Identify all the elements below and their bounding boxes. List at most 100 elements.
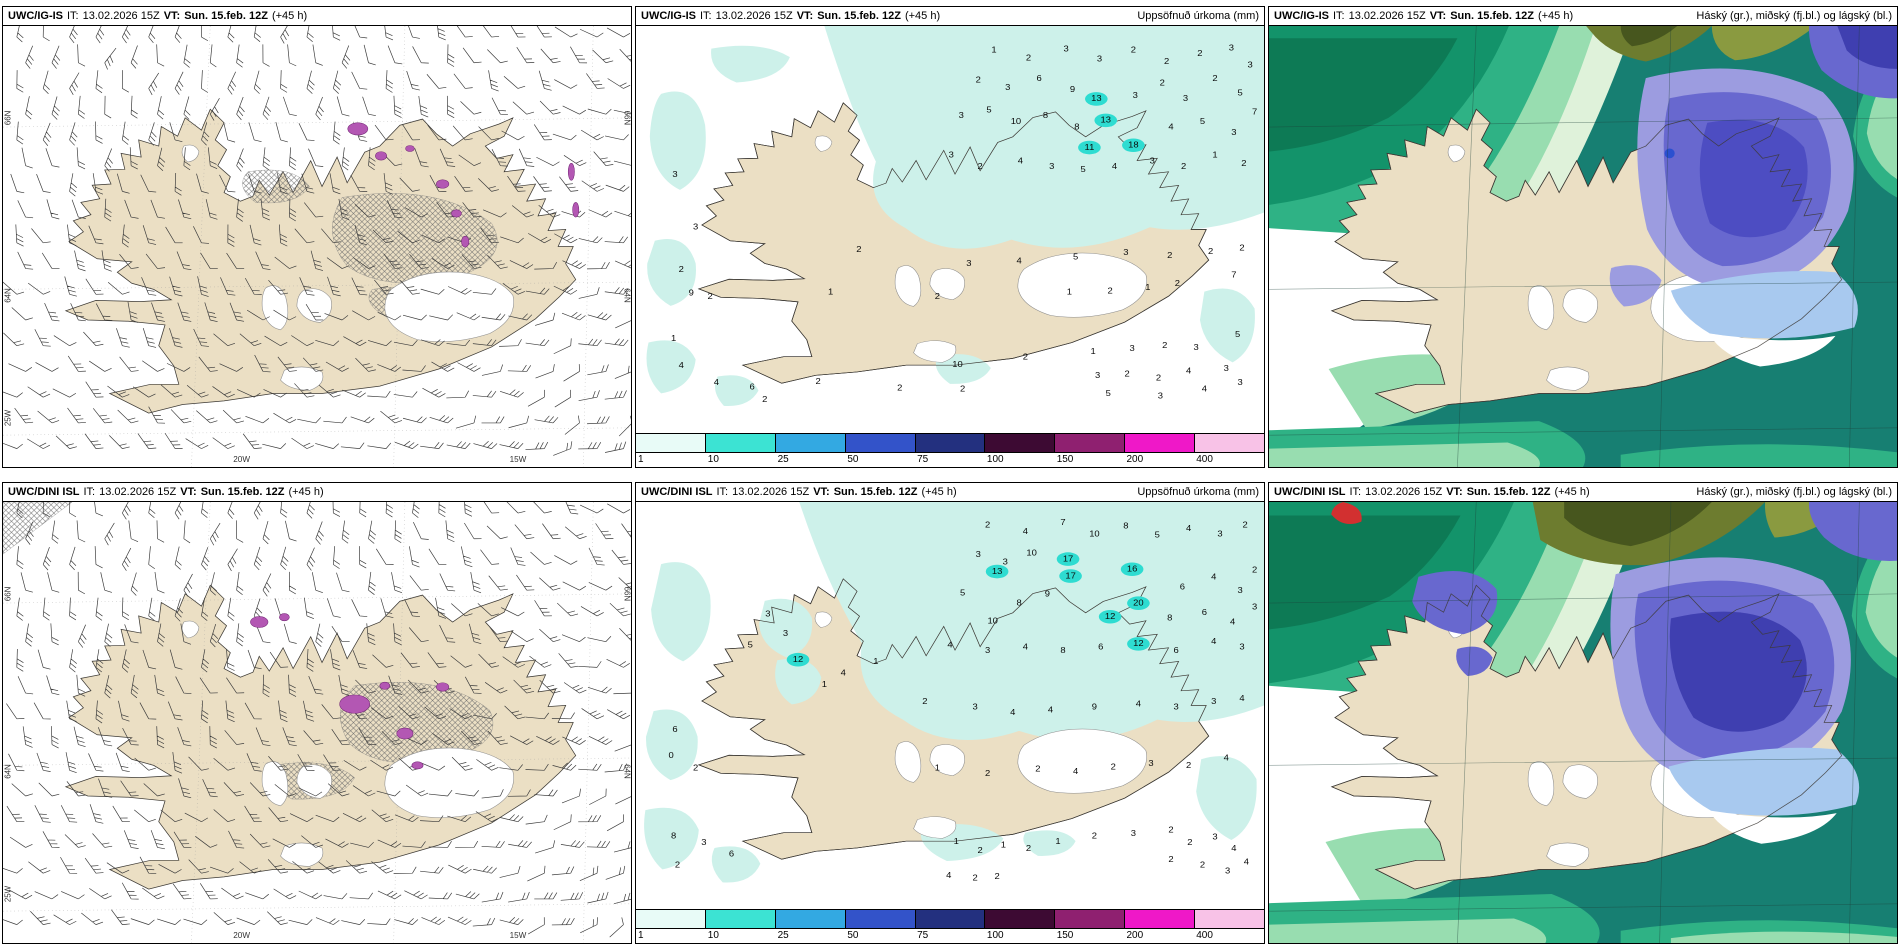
- svg-text:2: 2: [994, 871, 999, 880]
- svg-text:64N: 64N: [623, 764, 631, 779]
- svg-text:3: 3: [1097, 54, 1102, 63]
- svg-text:66N: 66N: [623, 111, 631, 126]
- svg-text:2: 2: [1212, 73, 1217, 82]
- svg-text:2: 2: [1243, 520, 1248, 529]
- svg-text:2: 2: [1156, 373, 1161, 382]
- precip-colorbar: 1 10 25 50 75 100 150 200 400: [636, 909, 1264, 943]
- lead-time: (+45 h): [921, 486, 957, 498]
- svg-text:2: 2: [973, 873, 978, 882]
- svg-text:2: 2: [1164, 56, 1169, 65]
- svg-text:1: 1: [1145, 282, 1150, 291]
- panel-header: UWC/IG-IS IT: 13.02.2026 15Z VT: Sun. 15…: [1269, 7, 1897, 26]
- svg-text:1: 1: [1091, 346, 1096, 355]
- svg-text:3: 3: [1003, 557, 1008, 566]
- svg-text:20: 20: [1133, 598, 1143, 607]
- svg-text:2: 2: [1092, 831, 1097, 840]
- svg-text:1: 1: [1001, 840, 1006, 849]
- it-label: IT:: [1333, 10, 1345, 22]
- wind-barbs-layer: [3, 502, 631, 938]
- colorbar-segment: [1055, 434, 1126, 452]
- colorbar-segment: [636, 910, 706, 928]
- heavy-precip-spots: [1078, 92, 1145, 155]
- model-name: UWC/IG-IS: [1274, 10, 1329, 22]
- svg-text:2: 2: [1186, 761, 1191, 770]
- heavy-precip-spots: [786, 552, 1150, 667]
- svg-text:6: 6: [1098, 642, 1103, 651]
- colorbar-labels: 1 10 25 50 75 100 150 200 400: [636, 453, 1264, 467]
- lead-time: (+45 h): [288, 486, 324, 498]
- svg-text:13: 13: [992, 566, 1002, 575]
- svg-text:2: 2: [978, 845, 983, 854]
- svg-text:6: 6: [1180, 582, 1185, 591]
- svg-text:8: 8: [1016, 598, 1021, 607]
- svg-text:4: 4: [679, 360, 684, 369]
- svg-text:3: 3: [1225, 866, 1230, 875]
- svg-text:3: 3: [1131, 829, 1136, 838]
- svg-text:9: 9: [1092, 702, 1097, 711]
- svg-text:6: 6: [672, 724, 677, 733]
- svg-text:2: 2: [985, 520, 990, 529]
- svg-text:2: 2: [1124, 369, 1129, 378]
- vt-label: VT:: [163, 10, 181, 22]
- it-value: 13.02.2026 15Z: [732, 486, 810, 498]
- svg-text:2: 2: [1023, 352, 1028, 361]
- svg-text:2: 2: [816, 376, 821, 385]
- svg-text:4: 4: [1224, 753, 1229, 762]
- lead-time: (+45 h): [1554, 486, 1590, 498]
- panel-header: UWC/DINI ISL IT: 13.02.2026 15Z VT: Sun.…: [1269, 483, 1897, 502]
- graticule-labels: 66N 64N 25W 66N 64N 20W 15W: [3, 586, 631, 940]
- svg-text:5: 5: [1238, 88, 1243, 97]
- it-label: IT:: [67, 10, 79, 22]
- svg-text:1: 1: [935, 763, 940, 772]
- svg-text:4: 4: [841, 668, 846, 677]
- svg-text:4: 4: [1211, 572, 1216, 581]
- svg-text:4: 4: [1010, 708, 1015, 717]
- svg-text:5: 5: [1073, 252, 1078, 261]
- colorbar-segment: [845, 910, 916, 928]
- model-name: UWC/DINI ISL: [1274, 486, 1346, 498]
- layer-title: Uppsöfnuð úrkoma (mm): [1137, 486, 1259, 498]
- svg-text:2: 2: [976, 75, 981, 84]
- svg-text:1: 1: [1212, 150, 1217, 159]
- svg-text:4: 4: [1244, 857, 1249, 866]
- svg-text:3: 3: [959, 111, 964, 120]
- svg-text:9: 9: [689, 288, 694, 297]
- colorbar-tick-label: 10: [707, 930, 719, 941]
- it-value: 13.02.2026 15Z: [99, 486, 177, 498]
- svg-text:1: 1: [1067, 287, 1072, 296]
- svg-text:8: 8: [1074, 122, 1079, 131]
- svg-text:6: 6: [729, 849, 734, 858]
- vt-label: VT:: [1446, 486, 1463, 498]
- svg-text:12: 12: [793, 654, 803, 663]
- svg-text:3: 3: [1064, 44, 1069, 53]
- svg-text:4: 4: [1186, 366, 1191, 375]
- clouds-map-canvas: [1269, 502, 1897, 943]
- svg-text:5: 5: [1235, 329, 1240, 338]
- svg-text:2: 2: [1241, 159, 1246, 168]
- svg-text:4: 4: [1230, 617, 1235, 626]
- precip-colorbar: 1 10 25 50 75 100 150 200 400: [636, 433, 1264, 467]
- svg-text:12: 12: [1105, 611, 1115, 620]
- panel-header: UWC/DINI ISL IT: 13.02.2026 15Z VT: Sun.…: [3, 483, 631, 502]
- svg-text:3: 3: [1229, 43, 1234, 52]
- model-name: UWC/IG-IS: [641, 10, 696, 22]
- svg-text:17: 17: [1063, 554, 1073, 563]
- svg-text:6: 6: [1037, 73, 1042, 82]
- svg-text:18: 18: [1128, 140, 1138, 149]
- svg-text:3: 3: [1173, 702, 1178, 711]
- svg-text:9: 9: [1070, 85, 1075, 94]
- svg-text:3: 3: [1095, 371, 1100, 380]
- svg-text:7: 7: [1231, 270, 1236, 279]
- svg-text:17: 17: [1065, 571, 1075, 580]
- panel-dini-wind: UWC/DINI ISL IT: 13.02.2026 15Z VT: Sun.…: [2, 482, 632, 944]
- vt-label: VT:: [796, 10, 814, 22]
- colorbar-segment: [705, 910, 776, 928]
- panel-header: UWC/IG-IS IT: 13.02.2026 15Z VT: Sun. 15…: [636, 7, 1264, 26]
- svg-text:3: 3: [1224, 363, 1229, 372]
- colorbar-segment: [1195, 910, 1264, 928]
- colorbar-tick-label: 25: [777, 454, 789, 465]
- cloud-cover-masses: [1331, 502, 1897, 844]
- svg-text:4: 4: [1023, 527, 1028, 536]
- svg-text:2: 2: [1168, 825, 1173, 834]
